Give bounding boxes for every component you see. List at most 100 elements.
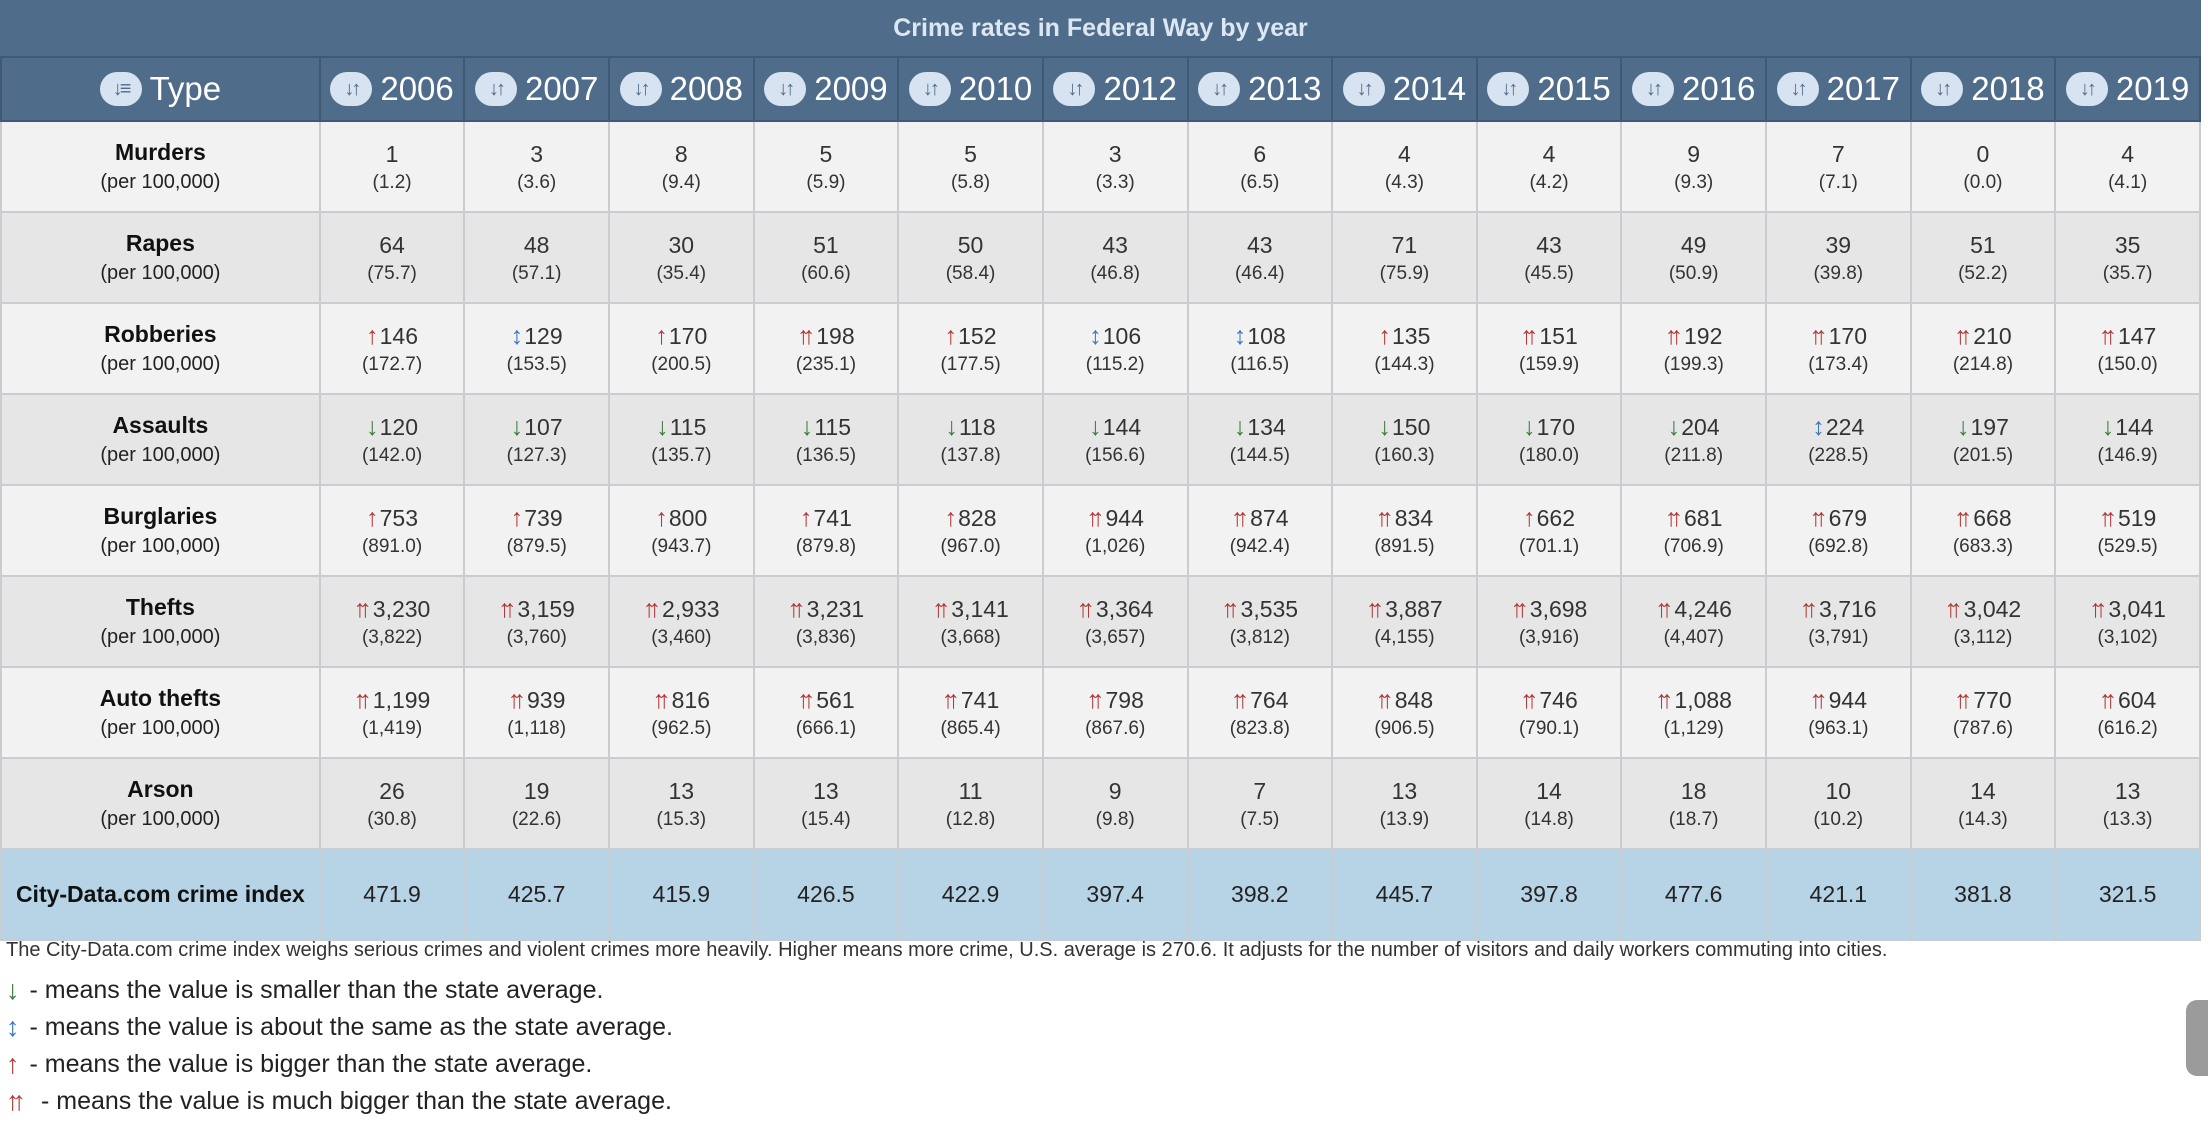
double-arrow-up-icon: ↑↑ (787, 594, 806, 623)
data-cell: ↑↑ 147 (150.0) (2054, 302, 2201, 395)
crime-rate: (906.5) (1374, 717, 1435, 739)
crime-rate: (200.5) (651, 353, 712, 375)
data-cell: 71 (75.9) (1331, 211, 1478, 304)
sort-icon[interactable]: ↓↑ (1921, 72, 1964, 106)
sort-icon[interactable]: ↓↑ (764, 72, 807, 106)
crime-count-value: 604 (2117, 686, 2157, 713)
crime-count: ↑↑ 604 (2056, 684, 2199, 716)
data-cell: 18 (18.7) (1620, 757, 1767, 850)
sort-icon[interactable]: ↓↑ (474, 72, 517, 106)
crime-count: 13 (2056, 775, 2199, 807)
column-header-2016[interactable]: ↓↑ 2016 (1620, 56, 1767, 122)
crime-count-value: 741 (813, 504, 852, 531)
crime-type-cell: Robberies (per 100,000) (0, 302, 321, 395)
crime-rate: (6.5) (1240, 171, 1280, 193)
crime-count: 14 (1478, 775, 1621, 807)
sort-icon[interactable]: ↓↑ (1053, 72, 1096, 106)
data-cell: ↑753 (891.0) (318, 484, 466, 577)
crime-count: ↑↑ 944 (1767, 684, 1910, 716)
data-cell: 1 (1.2) (318, 120, 466, 213)
column-header-2009[interactable]: ↓↑ 2009 (752, 56, 900, 122)
crime-count-value: 6 (1253, 140, 1267, 167)
crime-count: 39 (1767, 229, 1910, 261)
column-header-2013[interactable]: ↓↑ 2013 (1186, 56, 1334, 122)
arrow-down-icon: ↓ (366, 412, 379, 441)
crime-count-value: 43 (1536, 231, 1562, 258)
scrollbar-handle[interactable] (2186, 1000, 2208, 1076)
column-header-type[interactable]: ↓≡ Type (0, 56, 321, 122)
crime-rate: (4,155) (1374, 626, 1435, 648)
crime-rate: (692.8) (1808, 535, 1869, 557)
column-header-2006[interactable]: ↓↑ 2006 (318, 56, 466, 122)
crime-count-value: 147 (2117, 322, 2157, 349)
column-header-2017[interactable]: ↓↑ 2017 (1765, 56, 1912, 122)
column-header-2018[interactable]: ↓↑ 2018 (1909, 56, 2057, 122)
crime-count-value: 4 (1398, 140, 1411, 167)
data-cell: 50 (58.4) (897, 211, 1044, 304)
sort-icon[interactable]: ↓↑ (1776, 72, 1819, 106)
data-cell: 35 (35.7) (2054, 211, 2201, 304)
column-header-content: ↓↑ 2012 (1048, 70, 1183, 108)
crime-rate: (35.7) (2102, 262, 2153, 284)
data-cell: 11 (12.8) (897, 757, 1044, 850)
sort-icon[interactable]: ↓↑ (908, 72, 951, 106)
crime-count: ↑↑ 3,231 (755, 593, 898, 625)
crime-count-value: 135 (1392, 322, 1431, 349)
data-cell: ↑↑ 3,159 (3,760) (463, 575, 610, 668)
column-header-content: ↓↑ 2008 (614, 70, 749, 108)
column-header-2010[interactable]: ↓↑ 2010 (897, 56, 1044, 122)
data-cell: ↑↑ 2,933 (3,460) (608, 575, 755, 668)
sort-icon[interactable]: ↓↑ (619, 72, 662, 106)
sort-icon[interactable]: ↓↑ (330, 72, 373, 106)
column-header-2015[interactable]: ↓↑ 2015 (1475, 56, 1623, 122)
sort-icon[interactable]: ↓≡ (99, 72, 142, 106)
legend-text: - means the value is much bigger than th… (41, 1087, 672, 1115)
double-arrow-up-icon: ↑↑ (932, 594, 950, 623)
column-header-2007[interactable]: ↓↑ 2007 (463, 56, 610, 122)
data-cell: ↑↑ 519 (529.5) (2054, 484, 2201, 577)
sort-icon[interactable]: ↓↑ (1342, 72, 1385, 106)
crime-type-name: Burglaries (103, 503, 218, 530)
crime-rate: (891.5) (1374, 535, 1435, 557)
column-header-2014[interactable]: ↓↑ 2014 (1331, 56, 1478, 122)
crime-rate: (201.5) (1952, 444, 2014, 466)
crime-count-value: 3,535 (1240, 595, 1299, 622)
double-arrow-up-icon: ↑↑ (1665, 503, 1683, 532)
double-arrow-up-icon: ↑↑ (797, 685, 815, 714)
crime-count: ↑135 (1333, 320, 1476, 352)
crime-count-value: 3,231 (806, 595, 865, 622)
crime-count: 7 (1767, 138, 1910, 170)
crime-count: 51 (755, 229, 898, 261)
data-cell: ↑828 (967.0) (897, 484, 1044, 577)
crime-rate: (52.2) (1958, 262, 2008, 284)
crime-rate: (967.0) (940, 535, 1001, 557)
sort-icon[interactable]: ↓↑ (1487, 72, 1530, 106)
crime-rate: (5.8) (951, 171, 991, 193)
column-header-content: ↓↑ 2007 (469, 70, 604, 108)
crime-count: ↑↑ 151 (1478, 320, 1621, 352)
column-header-2012[interactable]: ↓↑ 2012 (1041, 56, 1189, 122)
crime-count-value: 798 (1105, 686, 1144, 713)
crime-type-cell: Burglaries (per 100,000) (0, 484, 321, 577)
sort-icon[interactable]: ↓↑ (1631, 72, 1674, 106)
crime-count-value: 7 (1831, 140, 1845, 167)
crime-rate: (4.3) (1384, 171, 1424, 193)
double-arrow-up-icon: ↑↑ (2098, 503, 2117, 532)
crime-rate: (3,668) (940, 626, 1001, 648)
crime-count: ↑↑ 681 (1622, 502, 1765, 534)
crime-count-value: 71 (1391, 231, 1418, 258)
data-cell: 13 (13.9) (1331, 757, 1478, 850)
double-arrow-up-icon: ↑↑ (1231, 503, 1249, 532)
sort-icon[interactable]: ↓↑ (2065, 72, 2108, 106)
crime-count: 11 (899, 775, 1042, 807)
data-cell: 14 (14.3) (1909, 757, 2057, 850)
column-header-2008[interactable]: ↓↑ 2008 (608, 56, 755, 122)
arrow-down-icon: ↓ (800, 412, 814, 441)
sort-icon[interactable]: ↓↑ (1198, 72, 1241, 106)
crime-rate: (39.8) (1813, 262, 1864, 284)
crime-rate: (790.1) (1518, 717, 1580, 739)
column-header-2019[interactable]: ↓↑ 2019 (2054, 56, 2201, 122)
crime-count-value: 210 (1973, 322, 2012, 349)
double-arrow-up-icon: ↑↑ (1086, 685, 1105, 714)
